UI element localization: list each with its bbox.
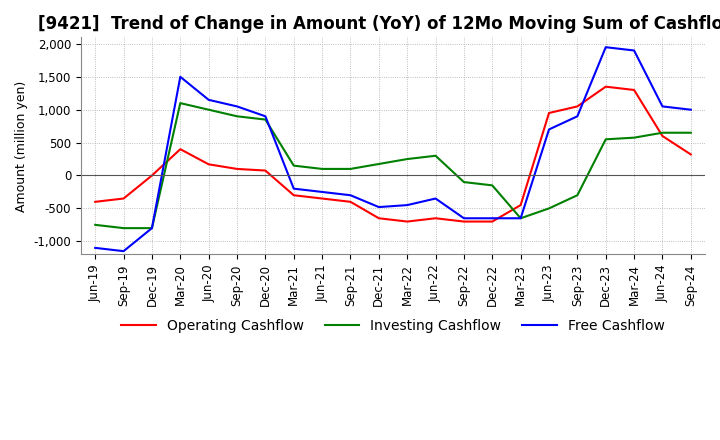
Operating Cashflow bbox=[148, 173, 156, 178]
Free Cashflow bbox=[573, 114, 582, 119]
Free Cashflow bbox=[374, 205, 383, 210]
Investing Cashflow bbox=[686, 130, 695, 136]
Line: Investing Cashflow: Investing Cashflow bbox=[95, 103, 690, 228]
Title: [9421]  Trend of Change in Amount (YoY) of 12Mo Moving Sum of Cashflows: [9421] Trend of Change in Amount (YoY) o… bbox=[38, 15, 720, 33]
Investing Cashflow bbox=[148, 225, 156, 231]
Investing Cashflow bbox=[658, 130, 667, 136]
Free Cashflow bbox=[148, 225, 156, 231]
Investing Cashflow bbox=[516, 216, 525, 221]
Operating Cashflow bbox=[545, 110, 554, 116]
Free Cashflow bbox=[488, 216, 497, 221]
Operating Cashflow bbox=[318, 196, 326, 201]
Operating Cashflow bbox=[459, 219, 468, 224]
Investing Cashflow bbox=[120, 225, 128, 231]
Operating Cashflow bbox=[516, 202, 525, 208]
Operating Cashflow bbox=[91, 199, 99, 205]
Investing Cashflow bbox=[374, 161, 383, 167]
Line: Free Cashflow: Free Cashflow bbox=[95, 47, 690, 251]
Operating Cashflow bbox=[176, 147, 184, 152]
Investing Cashflow bbox=[545, 206, 554, 211]
Investing Cashflow bbox=[630, 135, 639, 140]
Operating Cashflow bbox=[289, 193, 298, 198]
Operating Cashflow bbox=[204, 161, 213, 167]
Operating Cashflow bbox=[403, 219, 412, 224]
Free Cashflow bbox=[204, 97, 213, 103]
Operating Cashflow bbox=[233, 166, 241, 172]
Investing Cashflow bbox=[318, 166, 326, 172]
Investing Cashflow bbox=[459, 180, 468, 185]
Investing Cashflow bbox=[233, 114, 241, 119]
Free Cashflow bbox=[346, 193, 355, 198]
Free Cashflow bbox=[261, 114, 270, 119]
Free Cashflow bbox=[630, 48, 639, 53]
Free Cashflow bbox=[431, 196, 440, 201]
Investing Cashflow bbox=[346, 166, 355, 172]
Investing Cashflow bbox=[176, 100, 184, 106]
Y-axis label: Amount (million yen): Amount (million yen) bbox=[15, 80, 28, 212]
Investing Cashflow bbox=[431, 153, 440, 158]
Free Cashflow bbox=[176, 74, 184, 80]
Investing Cashflow bbox=[204, 107, 213, 112]
Free Cashflow bbox=[459, 216, 468, 221]
Line: Operating Cashflow: Operating Cashflow bbox=[95, 87, 690, 222]
Legend: Operating Cashflow, Investing Cashflow, Free Cashflow: Operating Cashflow, Investing Cashflow, … bbox=[115, 314, 670, 339]
Operating Cashflow bbox=[346, 199, 355, 205]
Free Cashflow bbox=[516, 216, 525, 221]
Operating Cashflow bbox=[573, 104, 582, 109]
Free Cashflow bbox=[289, 186, 298, 191]
Free Cashflow bbox=[318, 189, 326, 194]
Operating Cashflow bbox=[686, 152, 695, 157]
Investing Cashflow bbox=[573, 193, 582, 198]
Free Cashflow bbox=[403, 202, 412, 208]
Free Cashflow bbox=[686, 107, 695, 112]
Free Cashflow bbox=[658, 104, 667, 109]
Operating Cashflow bbox=[601, 84, 610, 89]
Operating Cashflow bbox=[658, 133, 667, 139]
Free Cashflow bbox=[120, 249, 128, 254]
Operating Cashflow bbox=[431, 216, 440, 221]
Investing Cashflow bbox=[403, 156, 412, 161]
Investing Cashflow bbox=[91, 222, 99, 227]
Free Cashflow bbox=[233, 104, 241, 109]
Operating Cashflow bbox=[630, 87, 639, 92]
Operating Cashflow bbox=[120, 196, 128, 201]
Investing Cashflow bbox=[289, 163, 298, 168]
Investing Cashflow bbox=[488, 183, 497, 188]
Free Cashflow bbox=[545, 127, 554, 132]
Free Cashflow bbox=[91, 245, 99, 250]
Operating Cashflow bbox=[261, 168, 270, 173]
Investing Cashflow bbox=[601, 137, 610, 142]
Operating Cashflow bbox=[374, 216, 383, 221]
Investing Cashflow bbox=[261, 117, 270, 122]
Free Cashflow bbox=[601, 44, 610, 50]
Operating Cashflow bbox=[488, 219, 497, 224]
